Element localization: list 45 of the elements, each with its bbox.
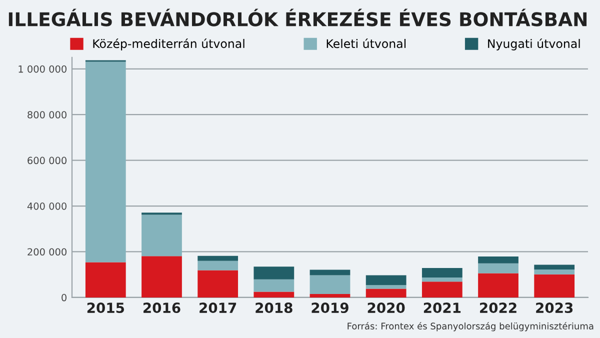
bar (534, 270, 575, 274)
legend-label: Közép-mediterrán útvonal (93, 38, 244, 50)
y-tick-label: 0 (62, 294, 66, 302)
x-tick-label: 2018 (256, 302, 292, 314)
x-tick-label: 2015 (87, 302, 124, 314)
bar (422, 282, 462, 298)
bar (198, 256, 238, 261)
bar (142, 256, 182, 298)
bar (534, 274, 575, 298)
bar (366, 275, 406, 286)
bar (198, 260, 238, 270)
x-tick-label: 2021 (424, 302, 461, 314)
bar (366, 285, 406, 289)
bar (422, 278, 462, 282)
y-tick-label: 1 000 000 (18, 65, 66, 73)
bar (422, 268, 462, 278)
bar (85, 262, 126, 298)
bar (198, 270, 238, 298)
bar (254, 279, 294, 292)
y-tick-label: 400 000 (27, 202, 66, 210)
y-tick-label: 800 000 (28, 111, 66, 118)
bar (310, 275, 350, 294)
bar (310, 294, 350, 298)
x-tick-label: 2020 (368, 302, 405, 314)
bar (478, 256, 518, 264)
x-tick-label: 2023 (536, 302, 573, 314)
x-tick-label: 2019 (312, 302, 348, 314)
bar (478, 273, 518, 298)
bar (142, 214, 182, 256)
bar (366, 288, 406, 298)
chart-title: ILLEGÁLIS BEVÁNDORLÓK ÉRKEZÉSE ÉVES BONTÁSBAN (8, 8, 587, 26)
bar (254, 292, 294, 298)
y-tick-label: 200 000 (28, 248, 66, 256)
x-tick-label: 2022 (480, 302, 516, 314)
bar (254, 266, 294, 280)
bar (478, 263, 518, 274)
legend-label: Nyugati útvonal (488, 38, 580, 50)
bar (534, 264, 575, 270)
x-tick-label: 2017 (200, 302, 236, 314)
legend-label: Keleti útvonal (326, 38, 406, 48)
bar (85, 62, 126, 262)
x-tick-label: 2016 (144, 302, 180, 314)
bar (310, 270, 350, 276)
y-tick-label: 600 000 (28, 156, 66, 164)
text: Forrás: Frontex és Spanyolország belügyminisztériuma (348, 322, 594, 332)
